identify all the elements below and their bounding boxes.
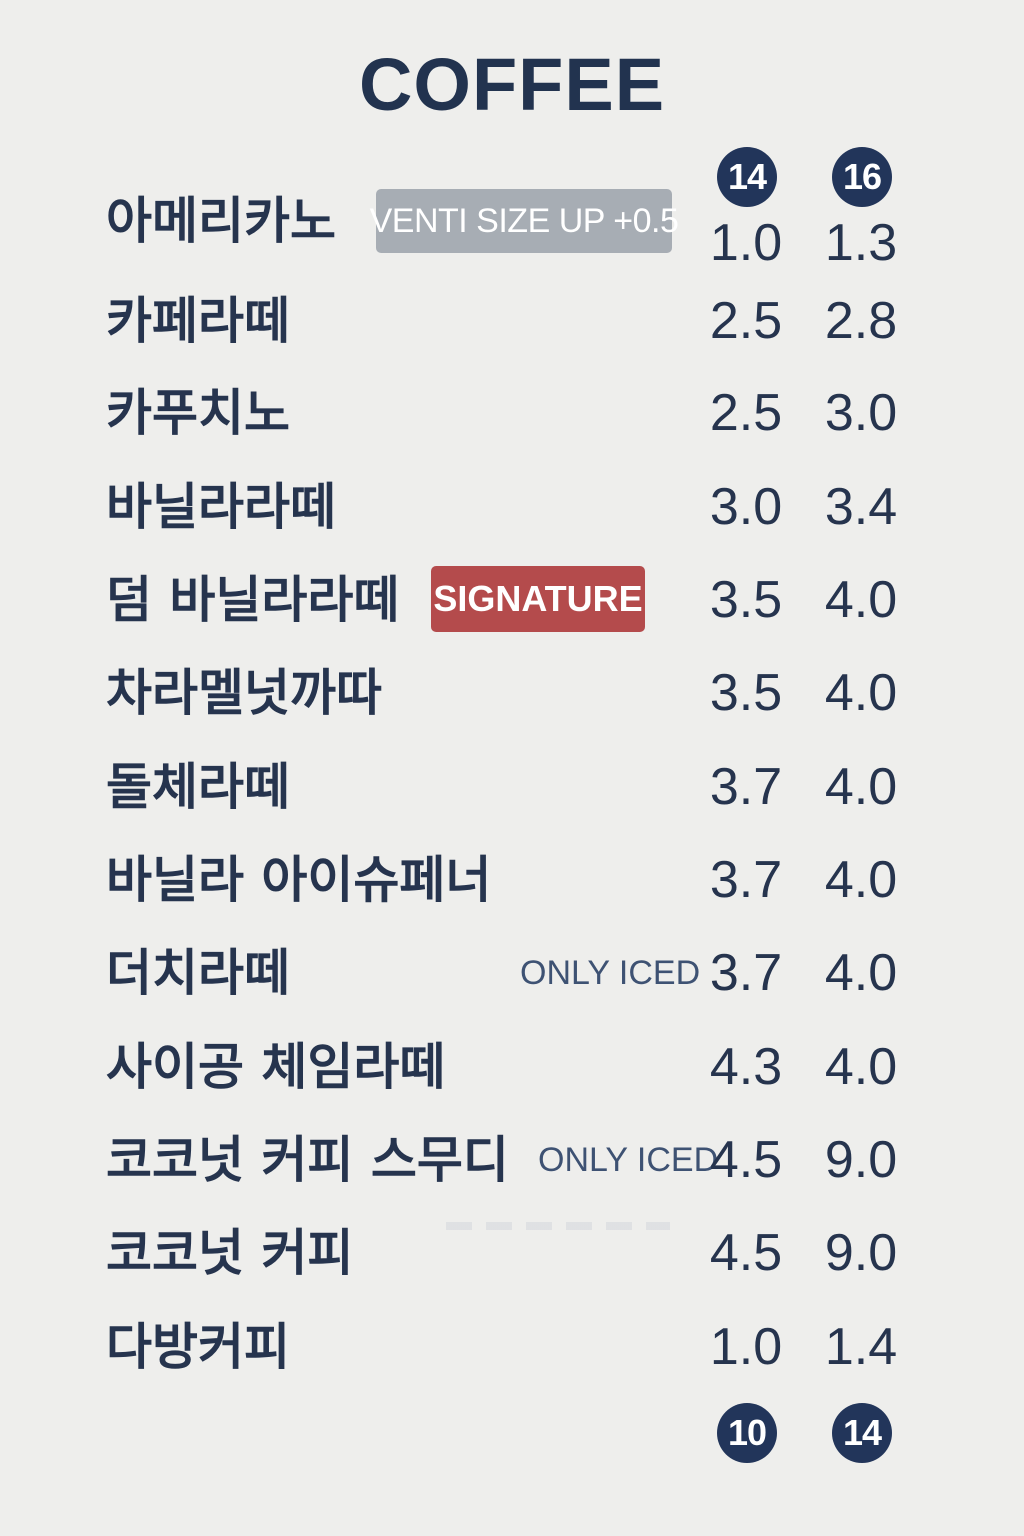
price-large: 2.8 (824, 292, 898, 350)
item-name: 카페라떼 (106, 292, 290, 350)
item-name: 사이공 체임라떼 (106, 1038, 446, 1096)
price-large: 1.4 (824, 1318, 898, 1376)
size-header-large-bottom: 14 (832, 1403, 892, 1463)
price-small: 1.0 (709, 214, 783, 272)
item-name: 아메리카노 (106, 192, 336, 250)
menu-row-dolce-latte: 돌체라떼 3.7 4.0 (0, 747, 1024, 827)
menu-row-americano: 아메리카노 VENTI SIZE UP +0.5 1.0 1.3 (0, 181, 1024, 272)
menu-row-dabang-coffee: 다방커피 1.0 1.4 (0, 1307, 1024, 1387)
item-name: 바닐라 아이슈페너 (106, 851, 492, 909)
item-name: 코코넛 커피 스무디 (106, 1131, 509, 1189)
menu-row-vanilla-einspanner: 바닐라 아이슈페너 3.7 4.0 (0, 840, 1024, 920)
price-large: 4.0 (824, 1038, 898, 1096)
item-name: 더치라떼 (106, 944, 290, 1002)
price-large: 4.0 (824, 851, 898, 909)
price-small: 3.7 (709, 944, 783, 1002)
menu-row-vanilla-latte: 바닐라라떼 3.0 3.4 (0, 467, 1024, 547)
menu-row-coconut-smoothie: 코코넛 커피 스무디 ONLY ICED 4.5 9.0 (0, 1120, 1024, 1200)
menu-row-cafe-latte: 카페라떼 2.5 2.8 (0, 281, 1024, 361)
item-name: 돌체라떼 (106, 758, 290, 816)
price-small: 1.0 (709, 1318, 783, 1376)
item-name: 코코넛 커피 (106, 1224, 354, 1282)
menu-row-signature-vanilla-latte: 덤 바닐라라떼 SIGNATURE 3.5 4.0 (0, 560, 1024, 640)
price-small: 3.5 (709, 664, 783, 722)
price-large: 4.0 (824, 758, 898, 816)
price-large: 3.4 (824, 478, 898, 536)
item-name: 카푸치노 (106, 384, 290, 442)
item-name: 바닐라라떼 (106, 478, 336, 536)
item-name: 차라멜넛까따 (106, 664, 382, 722)
price-small: 4.3 (709, 1038, 783, 1096)
price-large: 4.0 (824, 664, 898, 722)
price-large: 4.0 (824, 571, 898, 629)
size-header-small-top: 14 (717, 147, 777, 207)
menu-row-saigon-latte: 사이공 체임라떼 4.3 4.0 (0, 1027, 1024, 1107)
price-large: 1.3 (824, 214, 898, 272)
menu-row-coconut-coffee: 코코넛 커피 4.5 9.0 (0, 1213, 1024, 1293)
menu-row-dutch-latte: 더치라떼 ONLY ICED 3.7 4.0 (0, 933, 1024, 1013)
menu-title: COFFEE (358, 43, 666, 126)
price-small: 2.5 (709, 292, 783, 350)
venti-size-up-badge: VENTI SIZE UP +0.5 (370, 189, 679, 253)
price-small: 2.5 (709, 384, 783, 442)
item-name: 다방커피 (106, 1318, 290, 1376)
menu-row-cappuccino: 카푸치노 2.5 3.0 (0, 373, 1024, 453)
price-small: 3.7 (709, 851, 783, 909)
size-header-small-bottom: 10 (717, 1403, 777, 1463)
price-large: 9.0 (824, 1131, 898, 1189)
price-large: 3.0 (824, 384, 898, 442)
item-name: 덤 바닐라라떼 (106, 571, 400, 629)
only-iced-note: ONLY ICED (538, 1141, 719, 1179)
price-small: 4.5 (709, 1224, 783, 1282)
size-header-large-top: 16 (832, 147, 892, 207)
only-iced-note: ONLY ICED (520, 954, 701, 992)
price-large: 4.0 (824, 944, 898, 1002)
price-small: 3.7 (709, 758, 783, 816)
price-small: 3.5 (709, 571, 783, 629)
signature-badge: SIGNATURE (431, 566, 645, 632)
price-small: 4.5 (709, 1131, 783, 1189)
price-small: 3.0 (709, 478, 783, 536)
price-large: 9.0 (824, 1224, 898, 1282)
menu-row-caramel-nut: 차라멜넛까따 3.5 4.0 (0, 653, 1024, 733)
faded-mark (446, 1222, 670, 1230)
